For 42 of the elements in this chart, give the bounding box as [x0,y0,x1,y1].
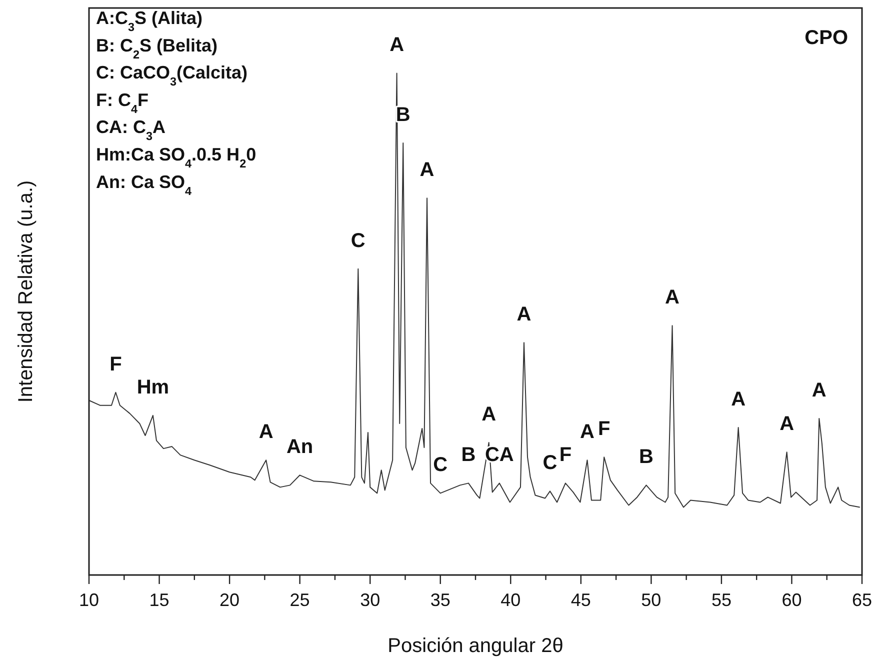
annotation: A [390,34,404,56]
annotation: A [258,421,274,444]
x-tick-label: 65 [852,590,872,610]
annotation: A [780,413,794,436]
annotation: F [559,444,572,466]
text: A:C$_{3}$S (Alita) [96,8,203,34]
x-tick-label: 35 [430,590,450,610]
annotation: A [482,404,496,426]
annotation: A [731,388,746,410]
text: CPO [804,27,848,49]
annotation: F: C$_{4}$F [96,90,149,116]
annotation: F [110,353,122,376]
x-tick-label: 20 [220,590,240,610]
annotation: An: Ca SO$_{4}$ [96,172,192,198]
x-tick-label: 50 [641,590,662,610]
annotation: A [516,304,532,326]
annotation: B [461,444,476,466]
x-axis-title: Posición angular 2θ [388,635,564,657]
annotation: C: CaCO$_{3}$(Calcita) [96,62,248,88]
text: B: C$_{2}$S (Belita) [96,35,218,61]
annotation: Hm [136,376,170,398]
x-tick-label: 30 [360,590,380,610]
annotation: A [812,379,826,402]
annotation: Hm:Ca SO$_{4}$.0.5 H$_{2}$0 [96,144,256,170]
x-tick-label: 15 [149,590,170,610]
annotation: An [286,436,314,458]
annotation: A [665,286,680,309]
annotation: CA: C$_{3}$A [96,117,166,143]
y-axis-title: Intensidad Relativa (u.a.) [15,180,37,403]
x-tick-label: 25 [290,590,310,610]
annotation: A [420,159,434,182]
annotation: F [598,418,610,440]
annotation: C [542,452,558,474]
annotation: C [350,230,366,252]
annotation: B [639,446,654,468]
x-tick-label: 40 [500,590,521,610]
annotation: C [433,454,448,476]
x-tick-label: 10 [78,590,100,610]
x-tick-label: 60 [782,590,802,610]
annotation: A [580,421,594,444]
x-tick-label: 45 [570,590,591,610]
x-tick-label: 55 [711,590,732,610]
